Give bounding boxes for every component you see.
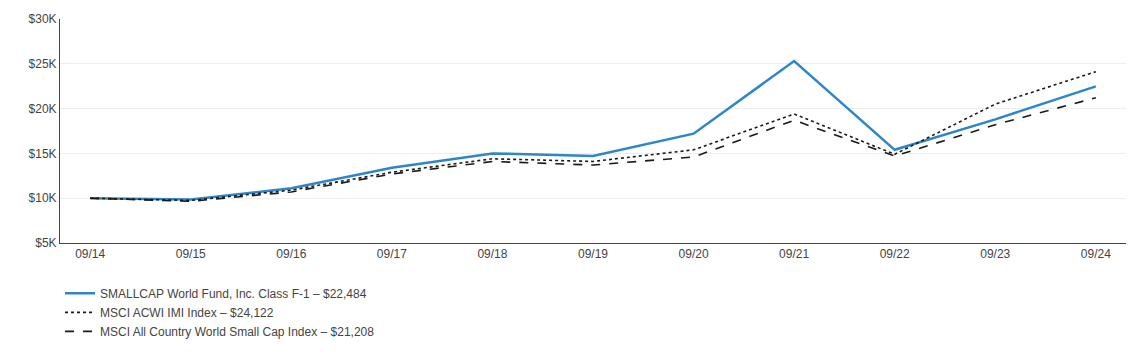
svg-text:$25K: $25K [29,57,57,71]
svg-text:09/20: 09/20 [679,247,709,261]
svg-text:09/19: 09/19 [578,247,608,261]
svg-text:$10K: $10K [29,191,57,205]
svg-text:$5K: $5K [35,236,56,250]
svg-text:09/16: 09/16 [276,247,306,261]
svg-text:SMALLCAP World Fund, Inc. Clas: SMALLCAP World Fund, Inc. Class F-1 – $2… [100,287,367,301]
svg-text:MSCI All Country World Small C: MSCI All Country World Small Cap Index –… [100,325,374,339]
svg-text:$20K: $20K [29,102,57,116]
svg-text:09/23: 09/23 [980,247,1010,261]
svg-text:09/21: 09/21 [779,247,809,261]
svg-text:09/17: 09/17 [377,247,407,261]
svg-text:09/14: 09/14 [75,247,105,261]
svg-text:09/24: 09/24 [1081,247,1111,261]
svg-text:09/22: 09/22 [880,247,910,261]
svg-text:$15K: $15K [29,147,57,161]
svg-text:MSCI ACWI IMI Index – $24,122: MSCI ACWI IMI Index – $24,122 [100,306,274,320]
svg-text:$30K: $30K [29,12,57,26]
svg-text:09/18: 09/18 [477,247,507,261]
svg-text:09/15: 09/15 [176,247,206,261]
